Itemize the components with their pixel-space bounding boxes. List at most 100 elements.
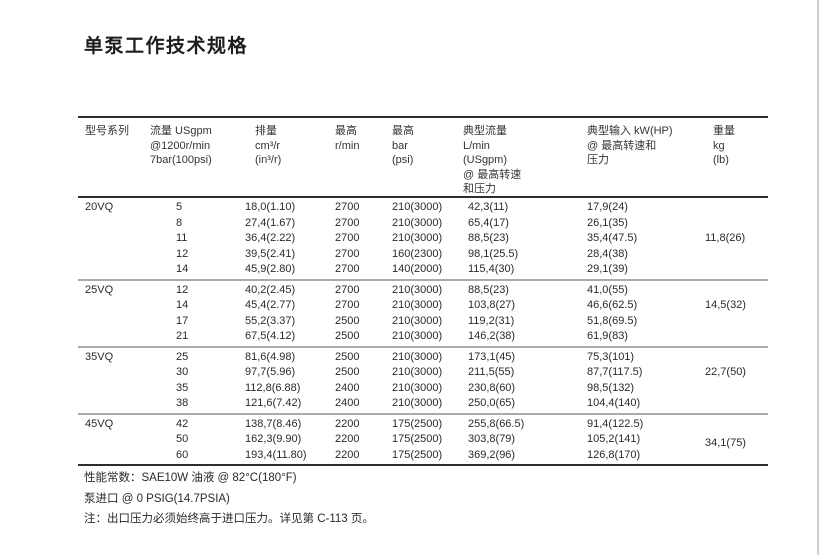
table-cell: 2500 xyxy=(335,366,360,379)
column-header: 流量 USgpm @1200r/min 7bar(100psi) xyxy=(148,124,243,197)
table-cell: 21 xyxy=(176,330,189,343)
column-header-line: (USgpm) xyxy=(463,154,508,166)
table-cell: 88,5(23) xyxy=(468,283,509,296)
column-header-line: 排量 xyxy=(255,125,277,137)
table-cell: 175(2500) xyxy=(392,433,443,446)
table-cell: 26,1(35) xyxy=(587,216,628,229)
column-header-line: 典型流量 xyxy=(463,125,507,137)
table-cell: 40,2(2.45) xyxy=(245,283,296,296)
table-cell: 230,8(60) xyxy=(468,381,516,394)
column-header-line: (psi) xyxy=(392,154,414,166)
table-cell: 12 xyxy=(176,247,189,260)
table-cell: 210(3000) xyxy=(392,330,443,343)
model-series-label: 25VQ xyxy=(85,283,114,296)
table-cell: 2700 xyxy=(335,263,360,276)
footnotes: 性能常数：SAE10W 油液 @ 82°C(180°F) 泵进口 @ 0 PSIG… xyxy=(84,468,374,530)
table-cell: 50 xyxy=(176,433,189,446)
table-cell: 11 xyxy=(176,232,188,245)
table-cell: 2500 xyxy=(335,350,360,363)
table-cell: 2200 xyxy=(335,448,360,461)
table-rule xyxy=(78,464,768,466)
table-cell: 65,4(17) xyxy=(468,216,509,229)
table-cell: 30 xyxy=(176,366,189,379)
column-header: 排量 cm³/r (in³/r) xyxy=(243,124,328,197)
table-cell: 97,7(5.96) xyxy=(245,366,296,379)
column-header-line: (lb) xyxy=(713,154,729,166)
table-cell: 17,9(24) xyxy=(587,201,628,214)
table-cell: 175(2500) xyxy=(392,417,443,430)
column-header: 型号系列 xyxy=(78,124,148,197)
table-cell: 81,6(4.98) xyxy=(245,350,296,363)
table-rule xyxy=(78,278,768,281)
table-cell: 39,5(2.41) xyxy=(245,247,296,260)
table-body: 20VQ 5 18,0(1.10) 2700 210(3000) 42,3(11) 17,9… xyxy=(78,198,768,466)
table-cell: 210(3000) xyxy=(392,314,443,327)
table-cell: 55,2(3.37) xyxy=(245,314,296,327)
table-rule xyxy=(78,345,768,348)
table-cell: 38 xyxy=(176,397,189,410)
table-cell: 35 xyxy=(176,381,189,394)
column-header-line: 典型输入 kW(HP) xyxy=(587,125,673,137)
column-header: 最高 bar (psi) xyxy=(383,124,458,197)
table-cell: 12 xyxy=(176,283,189,296)
table-cell: 29,1(39) xyxy=(587,263,628,276)
column-header-line: 压力 xyxy=(587,154,609,166)
table-cell: 5 xyxy=(176,201,183,214)
table-cell: 210(3000) xyxy=(392,350,443,363)
table-cell: 105,2(141) xyxy=(587,433,641,446)
table-cell: 51,8(69.5) xyxy=(587,314,638,327)
footnote-line: 泵进口 @ 0 PSIG(14.7PSIA) xyxy=(84,492,230,505)
table-cell: 46,6(62.5) xyxy=(587,299,638,312)
table-cell: 121,6(7.42) xyxy=(245,397,302,410)
table-cell: 193,4(11.80) xyxy=(245,448,307,461)
table-cell: 2500 xyxy=(335,330,360,343)
table-cell: 369,2(96) xyxy=(468,448,516,461)
table-cell: 35,4(47.5) xyxy=(587,232,638,245)
column-header-line: @ 最高转速 xyxy=(463,168,522,181)
table-cell: 2700 xyxy=(335,201,360,214)
table-cell: 210(3000) xyxy=(392,397,443,410)
table-cell: 112,8(6.88) xyxy=(245,381,301,394)
table-cell: 210(3000) xyxy=(392,381,443,394)
column-header: 最高 r/min xyxy=(328,124,383,197)
weight-value: 22,7(50) xyxy=(705,366,746,378)
column-header-line: 重量 xyxy=(713,125,735,137)
footnote-line: 性能常数：SAE10W 油液 @ 82°C(180°F) xyxy=(84,472,297,484)
table-cell: 119,2(31) xyxy=(468,314,515,327)
table-cell: 210(3000) xyxy=(392,201,443,214)
weight-value: 34,1(75) xyxy=(705,437,746,450)
table-cell: 210(3000) xyxy=(392,366,443,379)
table-cell: 2700 xyxy=(335,247,360,260)
column-header-line: 和压力 xyxy=(463,183,496,195)
table-cell: 45,9(2.80) xyxy=(245,263,296,276)
table-rule xyxy=(78,412,768,415)
table-cell: 2700 xyxy=(335,299,360,312)
table-cell: 160(2300) xyxy=(392,247,443,260)
scan-edge xyxy=(817,0,819,555)
table-cell: 250,0(65) xyxy=(468,397,516,410)
table-cell: 210(3000) xyxy=(392,216,443,229)
table-cell: 210(3000) xyxy=(392,299,443,312)
model-group: 35VQ 25 81,6(4.98) 2500 210(3000) 173,1(45) 75… xyxy=(78,348,768,413)
table-cell: 17 xyxy=(176,314,189,327)
column-header-line: 最高 xyxy=(335,125,357,137)
column-header-line: kg xyxy=(713,139,725,152)
table-cell: 42 xyxy=(176,417,189,430)
column-header: 典型流量 L/min (USgpm) @ 最高转速 和压力 xyxy=(458,124,583,197)
model-group: 25VQ 12 40,2(2.45) 2700 210(3000) 88,5(23) 41,… xyxy=(78,281,768,346)
column-header-line: bar xyxy=(392,139,408,152)
weight-value: 14,5(32) xyxy=(705,299,746,311)
table-cell: 138,7(8.46) xyxy=(245,417,302,430)
table-cell: 98,1(25.5) xyxy=(468,247,519,260)
column-header-line: cm³/r xyxy=(255,139,281,152)
table-cell: 2200 xyxy=(335,433,360,446)
table-cell: 146,2(38) xyxy=(468,330,516,343)
table-cell: 303,8(79) xyxy=(468,433,516,446)
table-cell: 14 xyxy=(176,263,189,276)
table-cell: 45,4(2.77) xyxy=(245,299,296,312)
column-header-line: L/min xyxy=(463,139,490,152)
table-cell: 2700 xyxy=(335,232,360,245)
footnote-line: 注：出口压力必须始终高于进口压力。详见第 C-113 页。 xyxy=(84,513,374,525)
table-cell: 2500 xyxy=(335,314,360,327)
